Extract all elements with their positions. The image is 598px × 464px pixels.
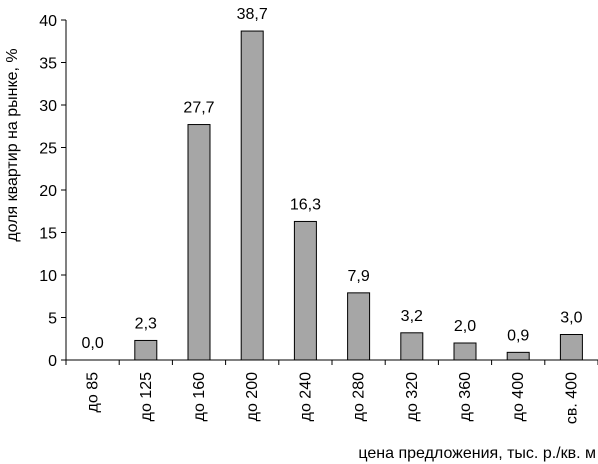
- bar-value-label: 0,0: [81, 335, 103, 352]
- y-axis-title: доля квартир на рынке, %: [4, 48, 21, 241]
- y-tick-label: 0: [48, 353, 57, 370]
- x-category-label: св. 400: [563, 372, 580, 424]
- bar: [400, 332, 424, 361]
- x-category-label: до 360: [457, 372, 474, 421]
- bar: [506, 351, 530, 361]
- x-axis-title: цена предложения, тыс. р./кв. м: [358, 445, 596, 462]
- bar: [453, 342, 477, 361]
- bar-value-label: 0,9: [507, 327, 529, 344]
- y-tick-label: 20: [39, 183, 57, 200]
- y-tick-label: 15: [39, 226, 57, 243]
- bar: [134, 339, 158, 361]
- y-tick-label: 40: [39, 13, 57, 30]
- x-category-label: до 280: [351, 372, 368, 421]
- bar-value-label: 2,0: [454, 318, 476, 335]
- bar-value-label: 3,0: [560, 310, 582, 327]
- y-tick-label: 35: [39, 56, 57, 73]
- y-tick-label: 30: [39, 98, 57, 115]
- y-tick-label: 25: [39, 141, 57, 158]
- bar-value-label: 27,7: [183, 100, 214, 117]
- bar: [187, 124, 211, 361]
- x-category-label: до 125: [138, 372, 155, 421]
- bar-value-label: 3,2: [401, 308, 423, 325]
- x-category-label: до 240: [297, 372, 314, 421]
- x-category-label: до 400: [510, 372, 527, 421]
- x-category-label: до 320: [404, 372, 421, 421]
- chart-marks: 0 5 10 15 20 25 30 35 40 0,0 до 85 2,3 до 125 27,7 до …: [39, 6, 598, 424]
- y-tick-label: 5: [48, 311, 57, 328]
- y-tick-label: 10: [39, 268, 57, 285]
- bar-value-label: 38,7: [237, 6, 268, 23]
- bar: [293, 220, 317, 361]
- x-category-label: до 200: [244, 372, 261, 421]
- x-category-label: до 85: [85, 372, 102, 413]
- x-category-label: до 160: [191, 372, 208, 421]
- bar-value-label: 2,3: [135, 315, 157, 332]
- bar: [347, 292, 371, 361]
- bar: [559, 334, 583, 361]
- bar-value-label: 7,9: [347, 268, 369, 285]
- bar: [240, 30, 264, 361]
- bar-value-label: 16,3: [290, 196, 321, 213]
